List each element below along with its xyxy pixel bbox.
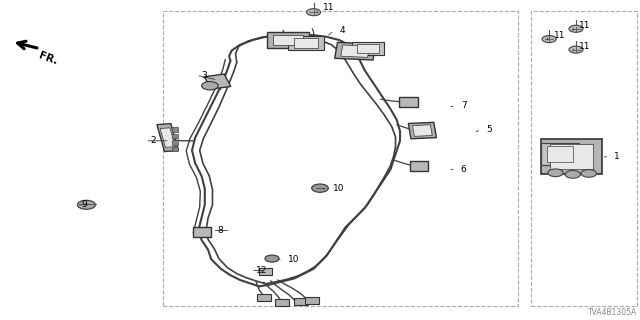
Bar (341, 45, 369, 57)
Bar (531, 11, 637, 306)
Circle shape (569, 25, 583, 32)
Text: 10: 10 (333, 184, 344, 193)
Text: FR.: FR. (37, 50, 59, 66)
Bar (413, 125, 432, 136)
Bar (157, 124, 179, 152)
Circle shape (77, 200, 95, 209)
Bar (268, 32, 309, 48)
Bar (410, 161, 428, 171)
Text: 11: 11 (323, 4, 335, 12)
Text: 6: 6 (461, 165, 467, 174)
Bar (172, 127, 178, 132)
Text: 7: 7 (461, 101, 467, 110)
Bar (172, 147, 178, 151)
Circle shape (202, 82, 218, 90)
Text: 10: 10 (288, 255, 300, 264)
Bar (204, 74, 231, 89)
Text: 8: 8 (218, 226, 223, 235)
Bar (160, 128, 175, 148)
Bar (172, 134, 178, 138)
Circle shape (581, 170, 596, 177)
Bar (335, 42, 376, 60)
Bar (273, 35, 303, 45)
Bar (547, 147, 573, 162)
Bar (294, 298, 308, 305)
Circle shape (307, 9, 321, 16)
Bar (550, 145, 593, 169)
Bar (541, 143, 579, 165)
Bar (257, 294, 271, 301)
Bar (305, 297, 319, 304)
Circle shape (542, 36, 556, 43)
Text: 3: 3 (202, 71, 207, 80)
Bar (172, 140, 178, 145)
Text: 2: 2 (150, 136, 156, 145)
Bar (163, 11, 518, 306)
Text: 9: 9 (81, 200, 87, 209)
Circle shape (312, 184, 328, 192)
Text: 11: 11 (554, 31, 565, 40)
Bar (193, 227, 211, 237)
Text: 12: 12 (256, 266, 268, 275)
Bar (288, 36, 323, 50)
Text: 4: 4 (339, 26, 345, 35)
Circle shape (265, 255, 279, 262)
Circle shape (548, 169, 563, 177)
Text: 11: 11 (579, 42, 591, 51)
Text: 1: 1 (614, 152, 620, 161)
Bar (357, 44, 379, 53)
Bar (541, 139, 602, 174)
Bar (399, 97, 418, 107)
Bar (259, 268, 272, 275)
Bar (408, 122, 436, 139)
Text: TVA4B1305A: TVA4B1305A (588, 308, 637, 317)
Circle shape (569, 46, 583, 53)
Bar (294, 38, 318, 48)
Bar (275, 299, 289, 306)
Text: 5: 5 (486, 125, 492, 134)
Bar (352, 42, 384, 55)
Circle shape (565, 171, 580, 178)
Text: 11: 11 (579, 21, 591, 30)
